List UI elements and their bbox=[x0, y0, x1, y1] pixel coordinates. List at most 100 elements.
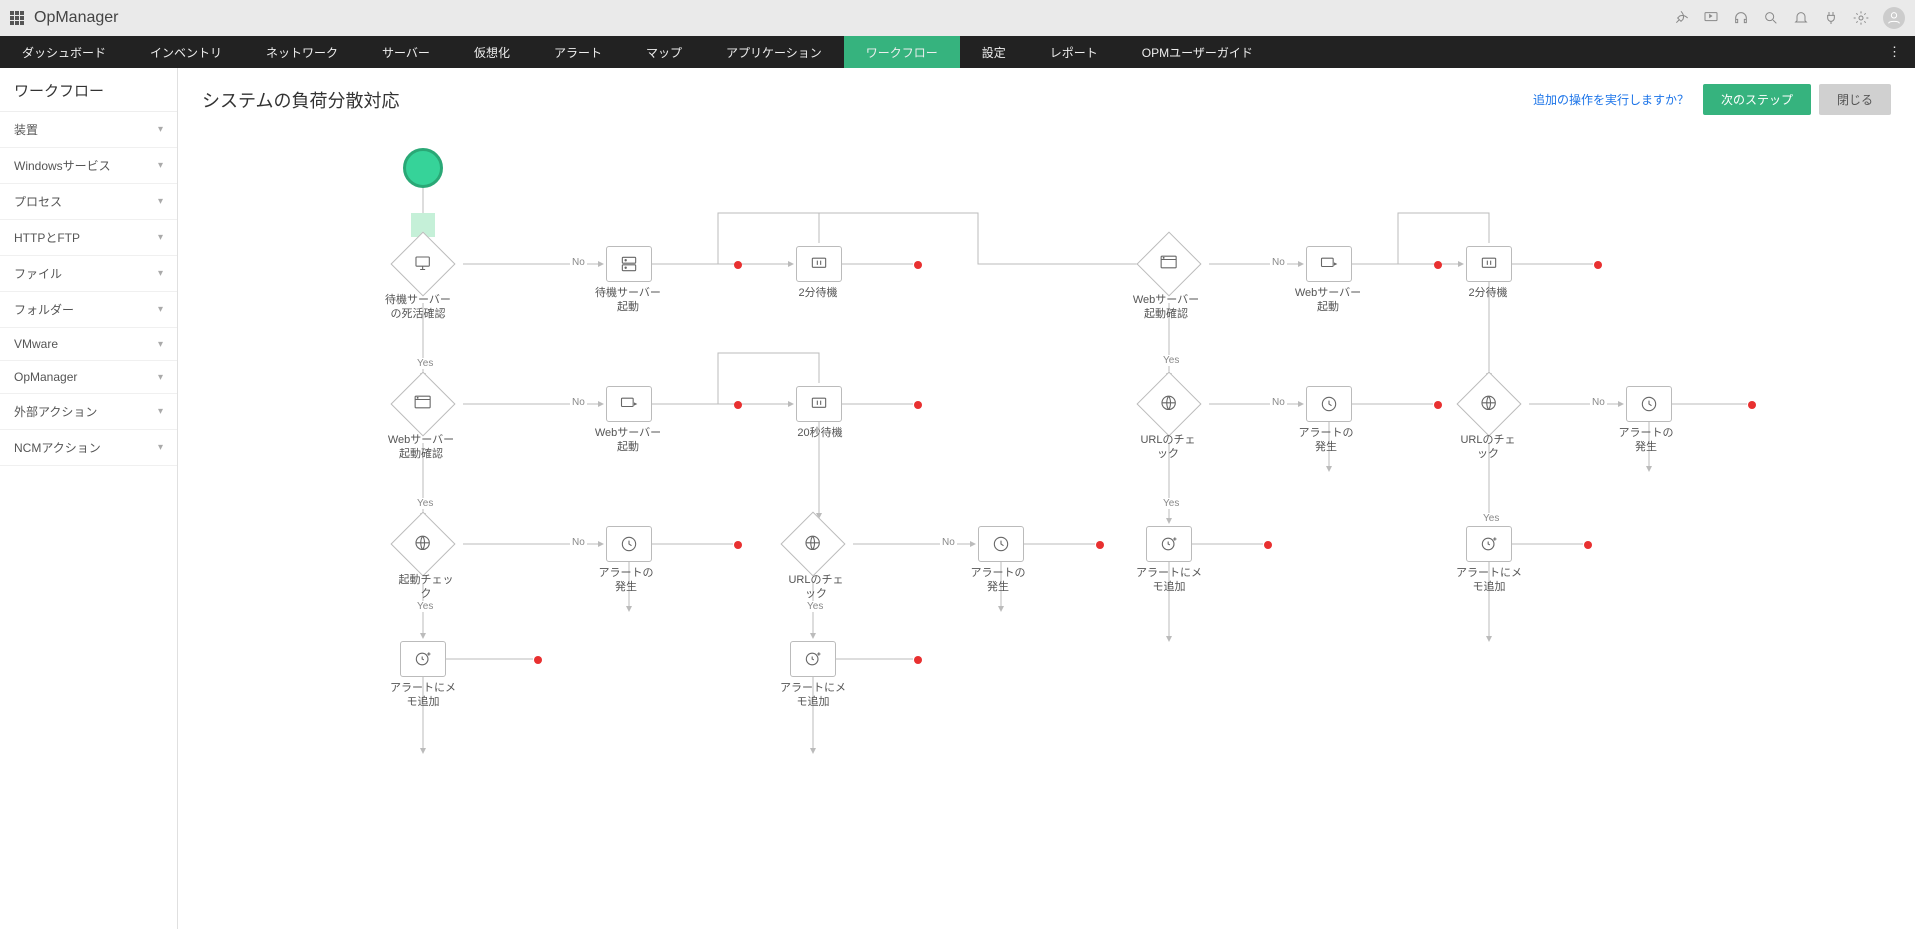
terminator-dot bbox=[914, 656, 922, 664]
decision-node[interactable] bbox=[390, 231, 455, 296]
action-node[interactable] bbox=[1306, 386, 1352, 422]
sidebar-item[interactable]: VMware▾ bbox=[0, 328, 177, 361]
rocket-icon[interactable] bbox=[1673, 10, 1689, 26]
workflow-canvas[interactable]: Yes No Yes No Yes No Yes No Yes No Yes N… bbox=[208, 133, 1808, 833]
decision-node[interactable] bbox=[390, 371, 455, 436]
edge-label: Yes bbox=[805, 601, 825, 612]
edge-label: No bbox=[1270, 397, 1287, 408]
bell-icon[interactable] bbox=[1793, 10, 1809, 26]
action-node[interactable] bbox=[1146, 526, 1192, 562]
action-node[interactable] bbox=[1306, 246, 1352, 282]
nav-item[interactable]: 仮想化 bbox=[452, 36, 532, 68]
node-label: Webサーバー起動 bbox=[1293, 286, 1363, 315]
nav-item[interactable]: 設定 bbox=[960, 36, 1028, 68]
node-label: 2分待機 bbox=[793, 286, 843, 300]
nav-item[interactable]: ダッシュボード bbox=[0, 36, 128, 68]
sidebar: ワークフロー 装置▾Windowsサービス▾プロセス▾HTTPとFTP▾ファイル… bbox=[0, 68, 178, 929]
action-node[interactable] bbox=[796, 386, 842, 422]
node-label: アラートにメモ追加 bbox=[1454, 566, 1524, 595]
terminator-dot bbox=[914, 261, 922, 269]
edge-label: Yes bbox=[1161, 355, 1181, 366]
node-label: 2分待機 bbox=[1463, 286, 1513, 300]
avatar-icon[interactable] bbox=[1883, 7, 1905, 29]
terminator-dot bbox=[1434, 261, 1442, 269]
chevron-down-icon: ▾ bbox=[158, 339, 163, 350]
extra-action-link[interactable]: 追加の操作を実行しますか？ bbox=[1533, 91, 1689, 108]
sidebar-item[interactable]: OpManager▾ bbox=[0, 361, 177, 394]
chevron-down-icon: ▾ bbox=[158, 406, 163, 417]
decision-node[interactable] bbox=[780, 511, 845, 576]
sidebar-item[interactable]: ファイル▾ bbox=[0, 256, 177, 292]
decision-node[interactable] bbox=[1136, 231, 1201, 296]
node-label: Webサーバー起動 bbox=[593, 426, 663, 455]
sidebar-item[interactable]: NCMアクション▾ bbox=[0, 430, 177, 466]
action-node[interactable] bbox=[1626, 386, 1672, 422]
node-label: アラートにメモ追加 bbox=[778, 681, 848, 710]
nav-item[interactable]: サーバー bbox=[360, 36, 452, 68]
search-icon[interactable] bbox=[1763, 10, 1779, 26]
terminator-dot bbox=[734, 261, 742, 269]
sidebar-item[interactable]: フォルダー▾ bbox=[0, 292, 177, 328]
plug-icon[interactable] bbox=[1823, 10, 1839, 26]
nav-item[interactable]: アプリケーション bbox=[704, 36, 844, 68]
action-node[interactable] bbox=[1466, 246, 1512, 282]
apps-icon[interactable] bbox=[10, 11, 24, 25]
edge-label: No bbox=[1590, 397, 1607, 408]
page-title: システムの負荷分散対応 bbox=[202, 87, 399, 113]
nav-item[interactable]: マップ bbox=[624, 36, 704, 68]
edge-label: No bbox=[1270, 257, 1287, 268]
action-node[interactable] bbox=[790, 641, 836, 677]
nav-item[interactable]: OPMユーザーガイド bbox=[1120, 36, 1275, 68]
nav-item[interactable]: インベントリ bbox=[128, 36, 244, 68]
content-area: システムの負荷分散対応 追加の操作を実行しますか？ 次のステップ 閉じる bbox=[178, 68, 1915, 929]
screen-icon[interactable] bbox=[1703, 10, 1719, 26]
nav-more-icon[interactable]: ⋮ bbox=[1874, 36, 1915, 68]
nav-item[interactable]: ワークフロー bbox=[844, 36, 960, 68]
nav-item[interactable]: ネットワーク bbox=[244, 36, 360, 68]
decision-node[interactable] bbox=[1456, 371, 1521, 436]
action-node[interactable] bbox=[606, 526, 652, 562]
topbar-icons bbox=[1673, 7, 1905, 29]
chevron-down-icon: ▾ bbox=[158, 442, 163, 453]
sidebar-item[interactable]: プロセス▾ bbox=[0, 184, 177, 220]
chevron-down-icon: ▾ bbox=[158, 232, 163, 243]
terminator-dot bbox=[1434, 401, 1442, 409]
edge-label: No bbox=[940, 537, 957, 548]
terminator-dot bbox=[1096, 541, 1104, 549]
decision-node[interactable] bbox=[390, 511, 455, 576]
action-node[interactable] bbox=[978, 526, 1024, 562]
action-node[interactable] bbox=[796, 246, 842, 282]
node-label: アラートの発生 bbox=[1296, 426, 1356, 455]
action-node[interactable] bbox=[1466, 526, 1512, 562]
close-button[interactable]: 閉じる bbox=[1819, 84, 1891, 115]
headset-icon[interactable] bbox=[1733, 10, 1749, 26]
action-node[interactable] bbox=[400, 641, 446, 677]
sidebar-item[interactable]: Windowsサービス▾ bbox=[0, 148, 177, 184]
edge-label: Yes bbox=[415, 601, 435, 612]
node-label: 待機サーバー起動 bbox=[593, 286, 663, 315]
action-node[interactable] bbox=[606, 246, 652, 282]
start-node[interactable] bbox=[403, 148, 443, 188]
top-bar: OpManager bbox=[0, 0, 1915, 36]
sidebar-item[interactable]: HTTPとFTP▾ bbox=[0, 220, 177, 256]
node-label: アラートの発生 bbox=[1616, 426, 1676, 455]
action-node[interactable] bbox=[606, 386, 652, 422]
brand-name: OpManager bbox=[34, 9, 119, 27]
nav-item[interactable]: アラート bbox=[532, 36, 624, 68]
next-step-button[interactable]: 次のステップ bbox=[1703, 84, 1811, 115]
sidebar-item[interactable]: 外部アクション▾ bbox=[0, 394, 177, 430]
node-label: 起動チェック bbox=[396, 573, 456, 602]
edges-layer bbox=[208, 133, 1808, 833]
edge-label: No bbox=[570, 397, 587, 408]
sidebar-item[interactable]: 装置▾ bbox=[0, 112, 177, 148]
node-label: Webサーバー起動確認 bbox=[386, 433, 456, 462]
node-label: アラートの発生 bbox=[596, 566, 656, 595]
node-label: 待機サーバーの死活確認 bbox=[383, 293, 453, 322]
node-label: アラートの発生 bbox=[968, 566, 1028, 595]
gear-icon[interactable] bbox=[1853, 10, 1869, 26]
terminator-dot bbox=[1584, 541, 1592, 549]
edge-label: Yes bbox=[1481, 513, 1501, 524]
decision-node[interactable] bbox=[1136, 371, 1201, 436]
node-label: アラートにメモ追加 bbox=[388, 681, 458, 710]
nav-item[interactable]: レポート bbox=[1028, 36, 1120, 68]
